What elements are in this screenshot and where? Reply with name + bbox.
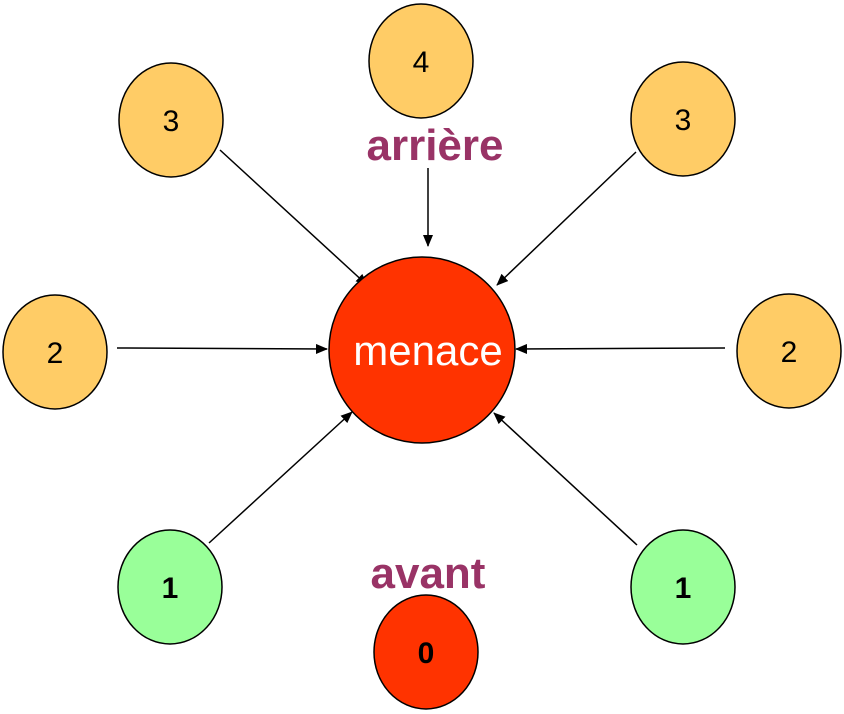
rear-label: arrière [366, 121, 503, 170]
node-lower-right-label: 1 [675, 572, 692, 605]
node-top: 4 [368, 3, 474, 119]
node-upper-right-label: 3 [675, 104, 692, 137]
center-node: menace [328, 256, 516, 444]
node-mid-left-label: 2 [47, 337, 64, 370]
node-top-label: 4 [413, 46, 430, 79]
node-lower-left: 1 [117, 529, 223, 645]
node-bottom: 0 [373, 594, 479, 710]
node-bottom-label: 0 [418, 637, 435, 670]
arrow-upper-left [219, 149, 368, 286]
center-node-label: menace [353, 327, 502, 374]
front-label: avant [371, 549, 486, 598]
arrow-upper-right [496, 151, 637, 286]
node-lower-left-label: 1 [162, 572, 179, 605]
node-upper-right: 3 [630, 61, 736, 177]
node-upper-left-label: 3 [163, 105, 180, 138]
node-mid-left: 2 [2, 294, 108, 410]
node-mid-right: 2 [736, 293, 842, 409]
node-mid-right-label: 2 [781, 336, 798, 369]
arrow-lower-right [493, 412, 638, 546]
arrow-mid-right [515, 343, 726, 354]
node-lower-right: 1 [630, 529, 736, 645]
node-upper-left: 3 [118, 62, 224, 178]
arrow-lower-left [208, 411, 353, 544]
arrow-mid-left [116, 343, 328, 354]
